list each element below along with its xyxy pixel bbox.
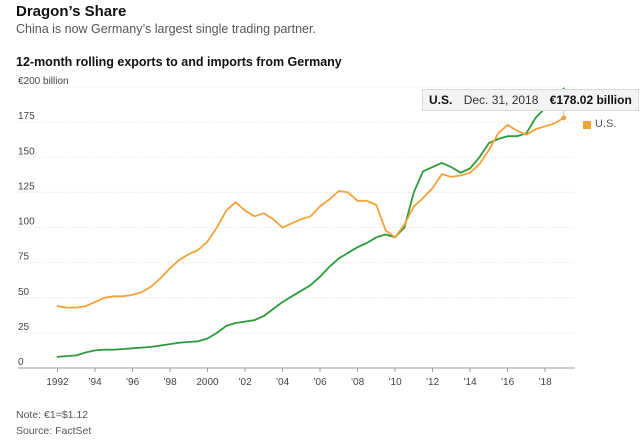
gridlines	[18, 86, 575, 369]
footnote: Note: €1=$1.12	[16, 409, 89, 421]
chart-heading: 12-month rolling exports to and imports …	[16, 55, 342, 69]
x-tick-label: ’04	[276, 377, 290, 388]
x-tick-label: ’06	[313, 377, 327, 388]
tooltip-date: Dec. 31, 2018	[463, 93, 539, 107]
tooltip-series: U.S.	[429, 93, 453, 107]
series-line-china	[56, 87, 565, 358]
y-tick-label: 150	[18, 146, 35, 157]
series-lines	[56, 87, 565, 358]
x-tick-label: 2000	[196, 377, 219, 388]
chart-title: Dragon’s Share	[16, 3, 127, 20]
y-tick-label: 125	[18, 181, 35, 192]
value-tooltip: U.S. Dec. 31, 2018 €178.02 billion	[422, 89, 639, 111]
x-tick-label: ’94	[88, 377, 102, 388]
x-tick-label: ’98	[163, 377, 177, 388]
chart-subtitle: China is now Germany’s largest single tr…	[16, 22, 316, 36]
y-tick-label: 100	[18, 217, 35, 228]
tooltip-value: €178.02 billion	[549, 93, 632, 107]
x-tick-label: ’08	[351, 377, 365, 388]
legend-swatch-us	[583, 121, 591, 129]
us-end-marker	[561, 115, 567, 121]
x-tick-label: ’16	[501, 377, 515, 388]
x-tick-label: ’12	[426, 377, 440, 388]
y-tick-label: 175	[18, 111, 35, 122]
axes: 0 25 50 75 100 125 150 175 €200 billion 1992 ’94 ’9…	[18, 76, 552, 388]
series-line-us	[56, 117, 565, 309]
y-tick-label: €200 billion	[18, 76, 69, 87]
x-tick-label: ’96	[126, 377, 140, 388]
legend-label-us: U.S.	[595, 118, 617, 130]
source-note: Source: FactSet	[16, 425, 92, 437]
y-tick-label: 0	[18, 357, 24, 368]
x-tick-label: ’10	[388, 377, 402, 388]
x-tick-label: ’02	[238, 377, 252, 388]
x-tick-label: ’14	[463, 377, 477, 388]
y-tick-label: 25	[18, 322, 30, 333]
y-tick-label: 75	[18, 252, 30, 263]
x-tick-label: 1992	[46, 377, 69, 388]
x-tick-label: ’18	[538, 377, 552, 388]
y-tick-label: 50	[18, 287, 30, 298]
